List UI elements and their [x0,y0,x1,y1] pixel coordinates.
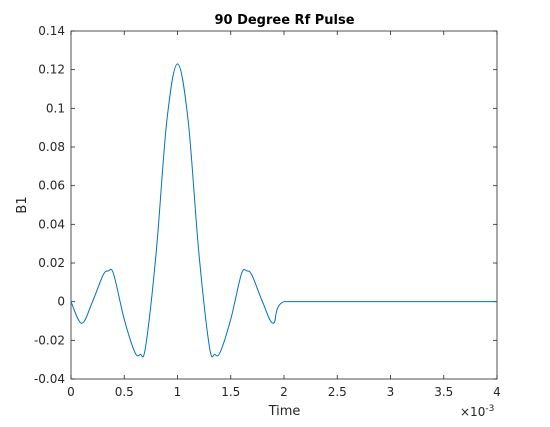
x-tick-label: 1.5 [221,385,240,399]
chart-title: 90 Degree Rf Pulse [214,13,354,28]
x-tick-label: 0 [67,385,75,399]
y-tick-label: 0.04 [38,217,65,231]
x-axis-label: Time [268,404,301,419]
y-tick-label: 0.02 [38,256,65,270]
y-tick-label: 0.14 [38,24,65,38]
x-tick-label: 4 [493,385,501,399]
x-tick-label: 3.5 [434,385,453,399]
y-tick-label: 0.08 [38,140,65,154]
x-tick-label: 2.5 [328,385,347,399]
y-axis-label: B1 [15,196,30,213]
plot-area [71,31,497,379]
y-tick-label: 0 [57,295,65,309]
x-axis-exponent-base: ×10 [460,405,485,419]
y-tick-label: 0.12 [38,63,65,77]
x-tick-label: 2 [280,385,288,399]
x-tick-label: 0.5 [115,385,134,399]
y-tick-label: 0.06 [38,179,65,193]
x-tick-label: 3 [387,385,395,399]
y-tick-label: 0.1 [46,101,65,115]
x-axis-exponent: ×10-3 [460,404,494,419]
x-axis-exponent-power: -3 [485,404,494,414]
y-tick-label: -0.04 [34,372,65,386]
y-tick-label: -0.02 [34,333,65,347]
x-tick-label: 1 [174,385,182,399]
